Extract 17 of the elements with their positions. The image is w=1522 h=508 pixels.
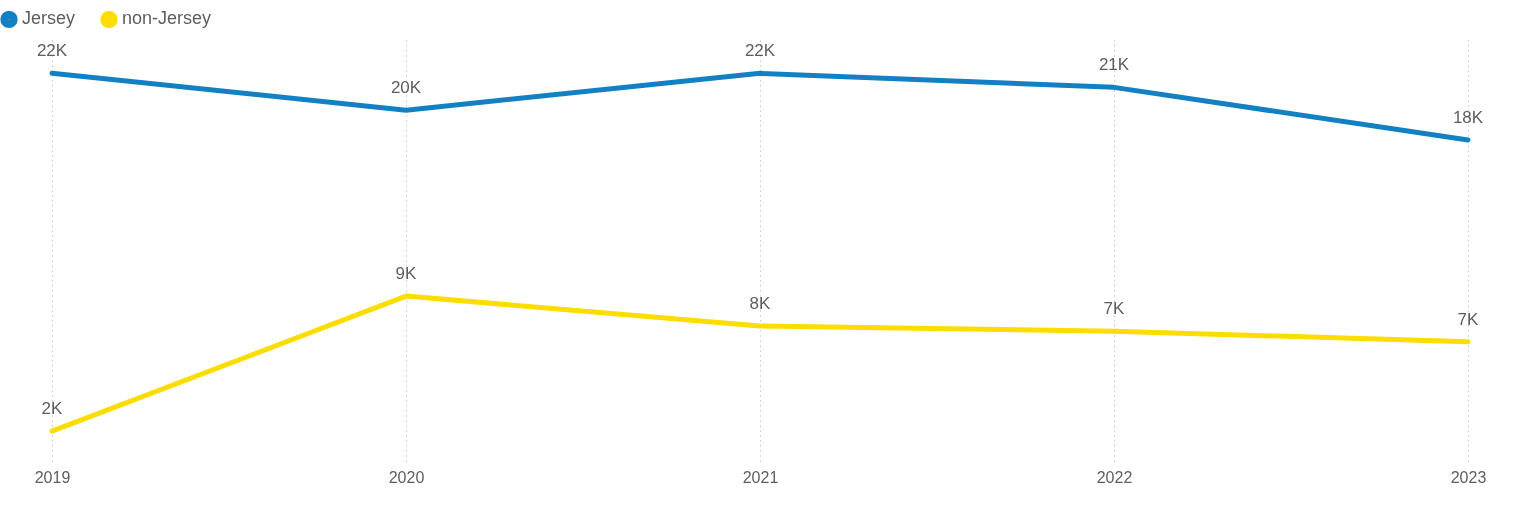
data-label: 18K	[1452, 107, 1484, 127]
legend-label: non-Jersey	[122, 8, 212, 29]
legend-label: Jersey	[22, 8, 76, 29]
data-label: 22K	[36, 41, 68, 61]
data-label: 20K	[390, 78, 422, 98]
data-label: 22K	[744, 41, 776, 61]
data-label: 7K	[1457, 309, 1480, 329]
x-tick-label: 2019	[34, 468, 71, 486]
x-tick-label: 2021	[742, 468, 779, 486]
data-label: 9K	[395, 264, 418, 284]
x-tick-label: 2023	[1450, 468, 1487, 486]
data-label: 7K	[1103, 299, 1126, 319]
x-tick-label: 2022	[1096, 468, 1133, 486]
x-tick-label: 2020	[388, 468, 425, 486]
data-label: 8K	[749, 293, 772, 313]
data-label: 21K	[1098, 55, 1130, 75]
data-label: 2K	[41, 399, 64, 419]
